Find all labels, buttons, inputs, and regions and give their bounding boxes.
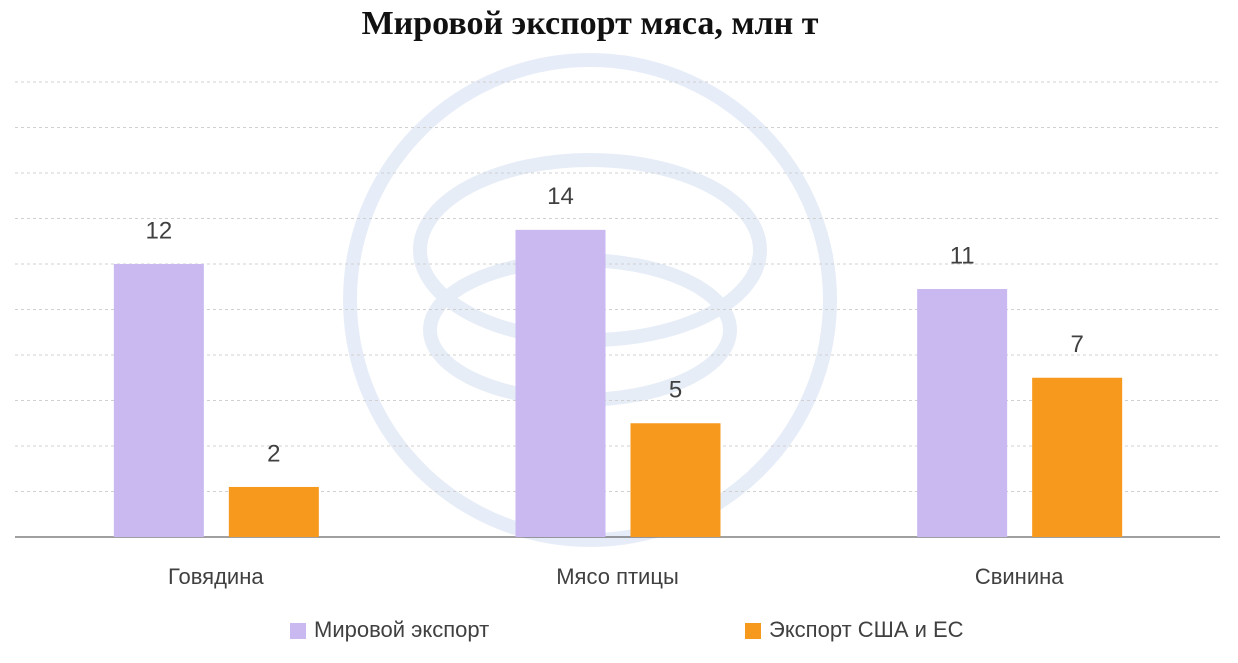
value-label: 5 — [669, 377, 682, 404]
bar — [113, 264, 204, 537]
bar — [515, 229, 606, 537]
x-tick-label: Свинина — [975, 564, 1064, 589]
bar — [1032, 377, 1123, 537]
chart-title: Мировой экспорт мяса, млн т — [362, 5, 819, 42]
value-label: 12 — [145, 217, 172, 244]
legend-label: Экспорт США и ЕС — [769, 617, 964, 642]
legend-label: Мировой экспорт — [314, 617, 489, 642]
bar — [630, 423, 721, 537]
bar — [228, 486, 319, 537]
value-label: 7 — [1070, 331, 1083, 358]
legend-swatch — [290, 623, 306, 639]
value-label: 14 — [547, 183, 574, 210]
x-tick-label: Мясо птицы — [556, 564, 679, 589]
x-tick-label: Говядина — [168, 564, 264, 589]
value-label: 11 — [950, 242, 975, 269]
bar — [917, 289, 1008, 537]
value-label: 2 — [267, 440, 280, 467]
legend-swatch — [745, 623, 761, 639]
